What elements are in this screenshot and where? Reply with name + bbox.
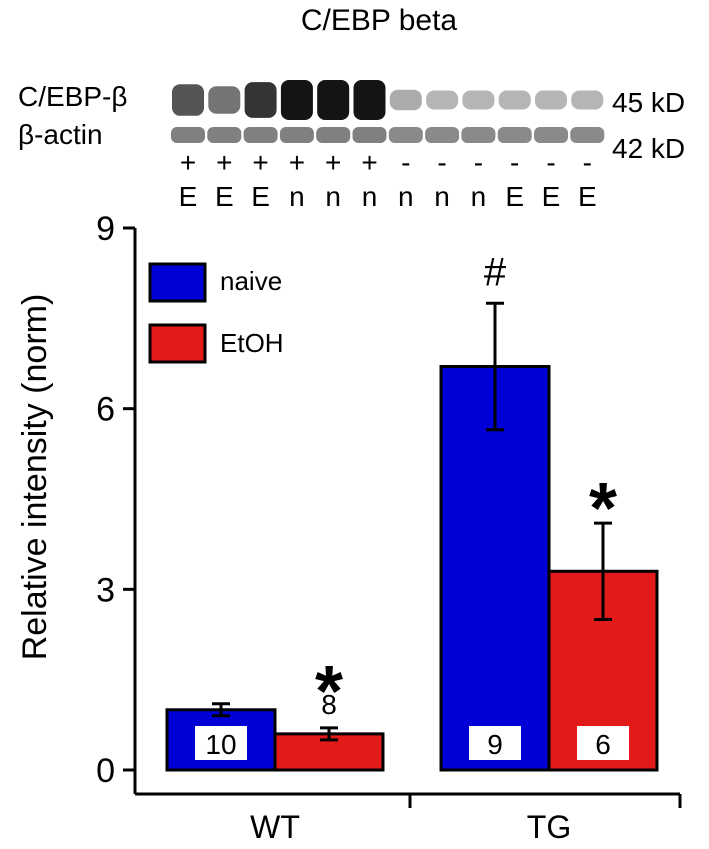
blot-band-cebp bbox=[353, 80, 386, 120]
y-tick-label: 0 bbox=[96, 752, 115, 790]
n-label: 6 bbox=[595, 729, 611, 760]
n-label: 10 bbox=[205, 729, 236, 760]
blot-band-actin bbox=[388, 127, 423, 143]
blot-band-cebp bbox=[571, 90, 604, 110]
legend-swatch-naive bbox=[148, 262, 207, 303]
significance-asterisk: * bbox=[589, 469, 617, 549]
blot-band-cebp bbox=[426, 90, 459, 110]
blot-title: C/EBP beta bbox=[301, 4, 458, 37]
blot-band-cebp bbox=[172, 84, 204, 116]
blot-treatment-mark: n bbox=[325, 181, 341, 212]
blot-band-actin bbox=[497, 127, 532, 143]
x-category-label: TG bbox=[527, 809, 571, 844]
blot-treatment-mark: E bbox=[542, 181, 561, 212]
blot-treatment-mark: n bbox=[434, 181, 450, 212]
x-category-label: WT bbox=[250, 809, 300, 844]
blot-weight-45: 45 kD bbox=[612, 87, 685, 118]
blot-treatment-mark: n bbox=[471, 181, 487, 212]
significance-asterisk: * bbox=[315, 652, 343, 732]
blot-treatment-mark: n bbox=[362, 181, 378, 212]
n-label: 9 bbox=[487, 729, 503, 760]
significance-hash: # bbox=[484, 250, 507, 294]
blot-genotype-mark: + bbox=[325, 147, 341, 178]
blot-band-cebp bbox=[498, 90, 531, 110]
blot-treatment-mark: n bbox=[289, 181, 305, 212]
legend-label-naive: naive bbox=[220, 266, 282, 296]
blot-band-cebp bbox=[317, 80, 350, 120]
blot-band-cebp bbox=[280, 80, 313, 120]
blot-treatment-mark: n bbox=[398, 181, 414, 212]
blot-genotype-mark: + bbox=[289, 147, 305, 178]
y-tick-label: 3 bbox=[96, 571, 115, 609]
blot-band-actin bbox=[352, 127, 387, 143]
n-label-box bbox=[469, 726, 521, 760]
blot-band-cebp bbox=[535, 90, 567, 110]
blot-genotype-mark: - bbox=[583, 147, 592, 178]
blot-weight-42: 42 kD bbox=[612, 133, 685, 164]
blot-genotype-mark: - bbox=[474, 147, 483, 178]
blot-band-cebp bbox=[462, 90, 495, 110]
blot-label-cebp: C/EBP-β bbox=[18, 81, 127, 112]
blot-genotype-mark: - bbox=[510, 147, 519, 178]
blot-band-actin bbox=[171, 127, 205, 143]
blot-genotype-mark: - bbox=[437, 147, 446, 178]
blot-band-actin bbox=[316, 127, 351, 143]
blot-genotype-mark: - bbox=[546, 147, 555, 178]
n-label-box bbox=[577, 726, 629, 760]
blot-treatment-mark: E bbox=[505, 181, 524, 212]
y-tick-label: 9 bbox=[96, 210, 115, 248]
blot-band-cebp bbox=[244, 82, 277, 118]
blot-genotype-mark: - bbox=[401, 147, 410, 178]
blot-band-actin bbox=[570, 127, 605, 143]
bar-naive-tg bbox=[439, 365, 551, 772]
n-label-box bbox=[195, 726, 247, 760]
blot-genotype-mark: + bbox=[180, 147, 196, 178]
blot-band-actin bbox=[279, 127, 314, 143]
y-axis-label: Relative intensity (norm) bbox=[16, 294, 54, 661]
blot-band-actin bbox=[243, 127, 278, 143]
blot-genotype-mark: + bbox=[216, 147, 232, 178]
y-tick-label: 6 bbox=[96, 391, 115, 429]
legend-label-etoh: EtOH bbox=[220, 328, 284, 358]
blot-band-actin bbox=[534, 127, 568, 143]
blot-band-cebp bbox=[208, 86, 241, 114]
blot-treatment-mark: E bbox=[251, 181, 270, 212]
legend: naive EtOH bbox=[148, 262, 284, 364]
blot-bands bbox=[171, 80, 605, 143]
legend-swatch-etoh bbox=[148, 323, 207, 364]
blot-band-cebp bbox=[389, 89, 422, 111]
blot-label-actin: β-actin bbox=[18, 119, 103, 150]
blot-treatment-mark: E bbox=[578, 181, 597, 212]
blot-treatment-mark: E bbox=[179, 181, 198, 212]
blot-band-actin bbox=[425, 127, 460, 143]
blot-genotype-mark: + bbox=[252, 147, 268, 178]
n-label: 8 bbox=[321, 689, 337, 720]
blot-band-actin bbox=[461, 127, 496, 143]
blot-genotype-mark: + bbox=[361, 147, 377, 178]
blot-band-actin bbox=[207, 127, 242, 143]
blot-treatment-mark: E bbox=[215, 181, 234, 212]
